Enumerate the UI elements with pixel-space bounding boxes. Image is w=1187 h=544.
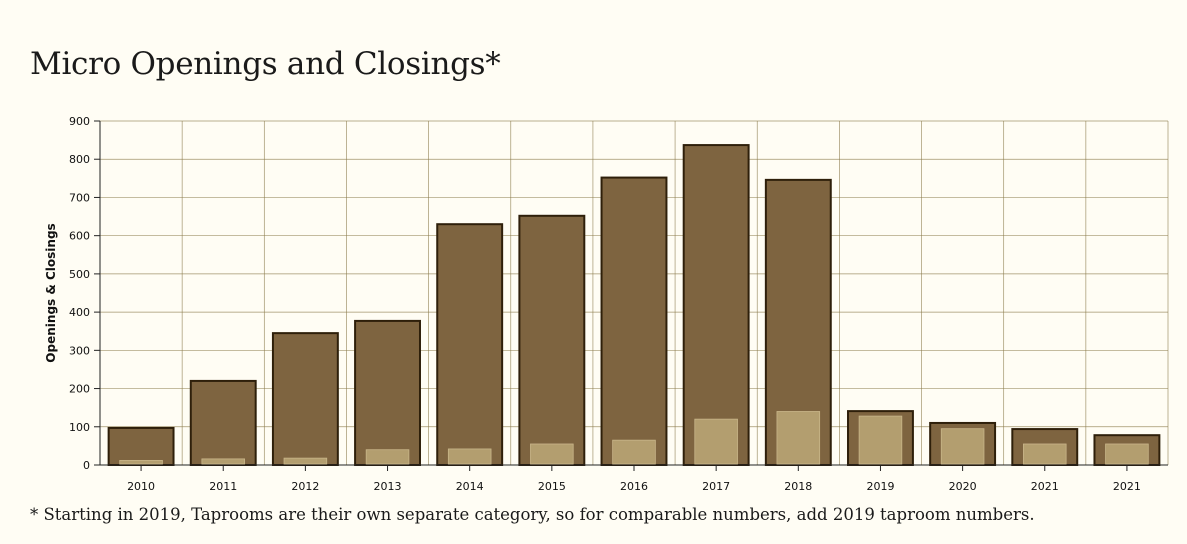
y-tick-label: 800 [69, 153, 90, 166]
y-tick-label: 500 [69, 268, 90, 281]
x-tick-label: 2015 [538, 480, 566, 493]
y-tick-label: 700 [69, 191, 90, 204]
axes [94, 120, 1168, 471]
y-axis-label: Openings & Closings [44, 223, 58, 362]
bar-openings [107, 426, 175, 466]
y-tick-label: 100 [69, 421, 90, 434]
bar-openings [682, 144, 750, 467]
bar-openings [436, 223, 504, 466]
bar-openings [354, 319, 421, 466]
x-tick-label: 2012 [291, 480, 319, 493]
bar-closings [119, 460, 163, 465]
chart-title: Micro Openings and Closings* [30, 46, 501, 82]
bar-openings [518, 214, 586, 466]
bar-closings [365, 449, 410, 465]
footnote: * Starting in 2019, Taprooms are their o… [30, 505, 1035, 524]
y-tick-label: 400 [69, 306, 90, 319]
x-tick-label: 2010 [127, 480, 155, 493]
bar-closings [1105, 443, 1149, 465]
tick-labels: 0 100 200 300 400 500 600 700 800 900 2010 2011 2012… [69, 115, 1141, 493]
bar-closings [612, 439, 656, 465]
x-tick-label: 2014 [456, 480, 484, 493]
x-tick-label: 2016 [620, 480, 648, 493]
x-tick-label: 2013 [374, 480, 402, 493]
x-tick-label: 2011 [209, 480, 237, 493]
bars [107, 144, 1161, 467]
x-tick-label: 2021 [1113, 480, 1141, 493]
bar-closings [776, 411, 821, 465]
bar-openings [600, 176, 668, 467]
x-tick-label: 2021 [1031, 480, 1059, 493]
bar-closings [940, 428, 985, 465]
bar-openings [189, 379, 257, 466]
bar-closings [201, 458, 245, 465]
y-tick-label: 600 [69, 230, 90, 243]
y-tick-label: 200 [69, 383, 90, 396]
x-tick-label: 2017 [702, 480, 730, 493]
x-tick-label: 2020 [949, 480, 977, 493]
bar-closings [1023, 443, 1067, 465]
bar-closings [530, 443, 574, 465]
bar-chart: 0 100 200 300 400 500 600 700 800 900 2010 2011 2012… [44, 115, 1169, 493]
bar-closings [858, 415, 903, 465]
y-tick-label: 900 [69, 115, 90, 128]
bar-closings [694, 418, 738, 465]
x-tick-label: 2019 [866, 480, 894, 493]
bar-closings [447, 448, 492, 465]
bar-closings [283, 457, 328, 465]
x-tick-label: 2018 [784, 480, 812, 493]
y-tick-label: 300 [69, 344, 90, 357]
y-tick-label: 0 [83, 459, 90, 472]
bar-openings [271, 332, 339, 466]
